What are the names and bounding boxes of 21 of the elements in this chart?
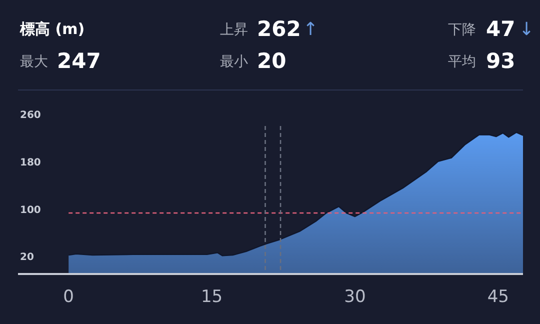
text: ↓ — [519, 19, 534, 40]
text: 47 — [486, 17, 516, 41]
text: 20 — [257, 49, 286, 73]
y-tick-label: 20 — [20, 252, 34, 264]
y-tick-label: 100 — [20, 204, 41, 216]
text: 平均 — [448, 54, 476, 70]
text: 上昇 — [220, 22, 248, 38]
text: 262 — [257, 17, 301, 41]
y-tick-label: 260 — [20, 110, 41, 121]
x-tick-label: 15 — [200, 287, 223, 307]
text: 最大 — [20, 54, 48, 70]
text: ↑ — [303, 19, 318, 40]
text: 標高 (m) — [19, 20, 85, 38]
y-tick-label: 180 — [20, 157, 41, 168]
text: 最小 — [220, 54, 248, 70]
x-tick-label: 45 — [487, 287, 509, 307]
text: 247 — [57, 49, 101, 73]
text: 93 — [486, 49, 516, 73]
text: 下降 — [448, 22, 476, 38]
x-tick-label: 30 — [344, 287, 366, 307]
x-tick-label: 0 — [63, 287, 74, 307]
